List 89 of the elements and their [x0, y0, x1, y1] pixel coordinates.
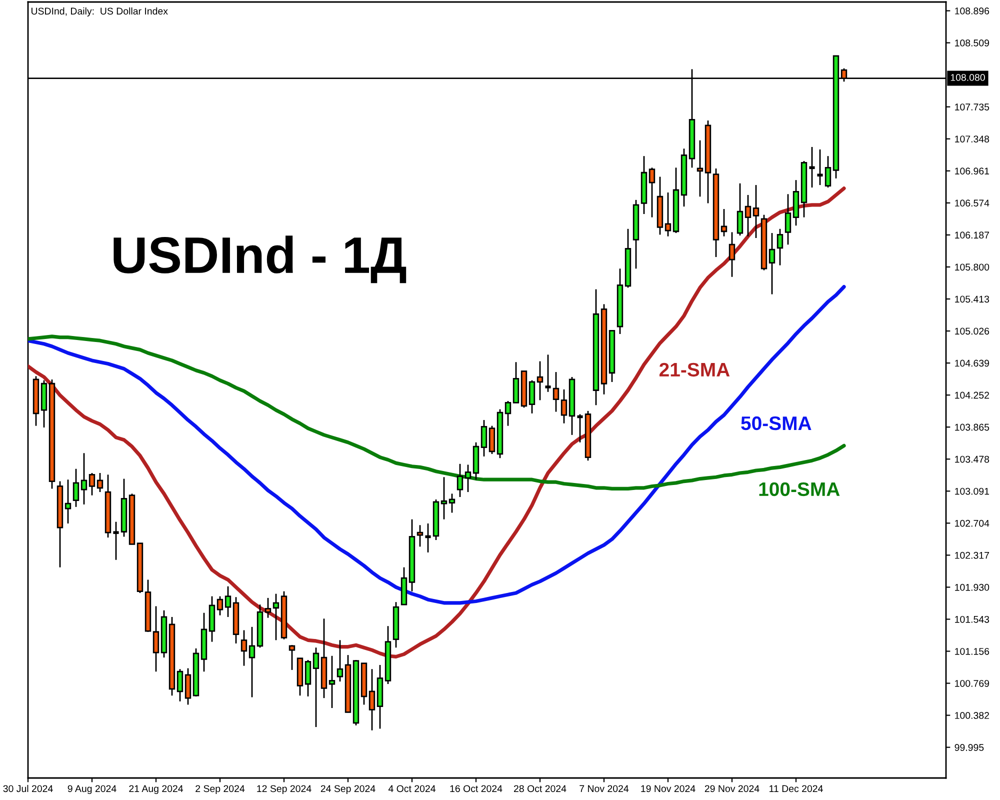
candlestick	[288, 644, 296, 671]
candlestick	[464, 464, 472, 493]
series-label: 21-SMA	[659, 362, 730, 377]
candlestick	[504, 400, 512, 427]
ref-line-label: 108.080	[950, 74, 985, 81]
candlestick	[552, 371, 560, 412]
candlestick	[736, 182, 744, 236]
y-tick-label: 101.543	[955, 616, 990, 623]
y-tick-label: 107.348	[955, 136, 990, 142]
x-tick-label: 30 Jul 2024	[3, 784, 53, 792]
candlestick	[264, 597, 272, 618]
x-tick-label: 11 Dec 2024	[770, 785, 823, 792]
x-tick-label: 2 Sep 2024	[196, 785, 245, 794]
candlestick	[752, 184, 760, 239]
y-tick-label: 106.574	[955, 200, 990, 207]
candlestick	[272, 593, 280, 641]
y-tick-label: 103.091	[955, 488, 989, 495]
y-tick-label: 105.800	[955, 264, 990, 271]
text: USDInd, Daily: US Dollar Index	[32, 7, 168, 16]
candlestick	[824, 155, 832, 188]
x-tick-label: 19 Nov 2024	[641, 785, 696, 792]
candlestick	[72, 468, 80, 508]
candlestick	[240, 630, 248, 666]
line-series	[28, 285, 846, 605]
x-tick-label: 29 Nov 2024	[704, 785, 760, 792]
y-tick-label: 103.478	[955, 456, 990, 463]
x-tick-label: 16 Oct 2024	[450, 785, 502, 792]
y-tick-label: 104.639	[955, 360, 990, 367]
candlestick	[536, 360, 544, 401]
y-tick-label: 102.704	[955, 520, 990, 527]
annotation: USDInd - 1Д	[114, 236, 406, 284]
candlestick	[648, 166, 656, 218]
y-tick-label: 104.252	[955, 392, 989, 399]
y-tick-label: 99.995	[954, 744, 984, 751]
y-tick-label: 100.769	[955, 680, 990, 687]
y-tick-label: 101.930	[955, 584, 990, 591]
candlestick	[664, 192, 672, 238]
y-tick-label: 105.413	[955, 296, 990, 303]
line-series	[28, 186, 846, 658]
candlestick	[312, 646, 320, 728]
x-tick-label: 21 Aug 2024	[129, 785, 184, 794]
candlestick	[304, 659, 312, 698]
y-tick-label: 106.961	[955, 168, 989, 175]
candlestick	[784, 193, 792, 246]
series-label: 100-SMA	[759, 482, 840, 496]
x-tick-label: 12 Sep 2024	[257, 785, 312, 794]
candlestick	[744, 194, 752, 238]
candlestick	[88, 472, 96, 496]
candlestick	[560, 388, 568, 424]
candlestick	[224, 586, 232, 618]
series-label: 50-SMA	[741, 416, 812, 430]
y-tick-label: 106.187	[955, 232, 989, 239]
candlestick	[152, 606, 160, 672]
candlestick	[456, 463, 464, 498]
y-tick-label: 108.509	[955, 40, 990, 46]
candlestick	[176, 668, 184, 702]
candlestick	[336, 639, 344, 682]
candlestick	[64, 478, 72, 524]
candlestick	[512, 361, 520, 404]
x-tick-label: 4 Oct 2024	[388, 785, 436, 792]
candlestick	[480, 419, 488, 458]
candlestick	[696, 140, 704, 198]
candlestick	[776, 228, 784, 266]
candlestick	[728, 232, 736, 278]
y-tick-label: 101.156	[955, 648, 990, 655]
candlestick	[768, 232, 776, 295]
candlestick	[80, 452, 88, 506]
candlestick	[96, 472, 104, 493]
y-tick-label: 100.382	[955, 712, 989, 719]
x-tick-label: 24 Sep 2024	[320, 785, 376, 794]
x-tick-label: 7 Nov 2024	[580, 785, 629, 792]
candlestick	[448, 492, 456, 514]
y-tick-label: 108.896	[955, 8, 990, 14]
candlestick	[216, 596, 224, 616]
x-tick-label: 9 Aug 2024	[68, 785, 116, 794]
candlestick	[368, 668, 376, 732]
candlestick	[184, 668, 192, 706]
candlestick	[328, 655, 336, 709]
y-tick-label: 103.865	[955, 424, 990, 431]
candlestick	[248, 626, 256, 698]
candlestick	[488, 425, 496, 455]
candlestick	[720, 208, 728, 238]
y-tick-label: 105.026	[955, 328, 990, 335]
y-tick-label: 107.735	[955, 104, 990, 110]
y-tick-label: 102.317	[955, 552, 989, 559]
candlestick	[416, 524, 424, 548]
candlestick	[528, 380, 536, 414]
candlestick	[440, 476, 448, 520]
x-tick-label: 28 Oct 2024	[514, 785, 566, 792]
